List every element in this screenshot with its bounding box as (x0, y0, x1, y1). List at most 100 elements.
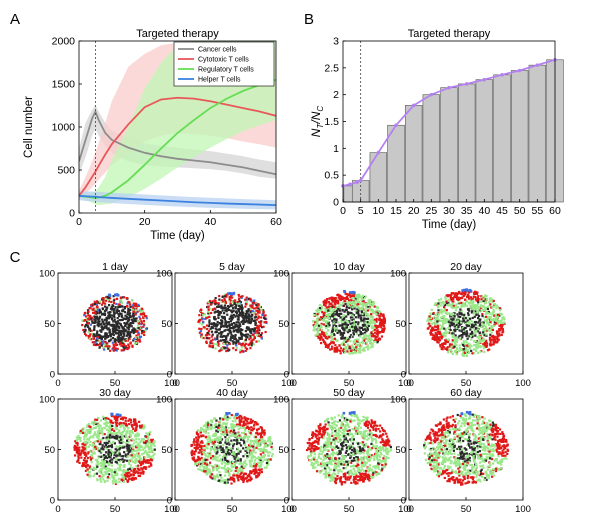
cell-marker (115, 461, 118, 464)
cell-marker (441, 319, 444, 323)
cell-marker (222, 481, 225, 485)
cell-marker (143, 314, 147, 318)
bar (493, 74, 511, 203)
cell-marker (249, 321, 252, 325)
cell-marker (127, 447, 131, 450)
cell-marker (149, 445, 152, 449)
cell-marker (100, 337, 104, 340)
cell-marker (471, 304, 474, 307)
cell-marker (114, 330, 117, 334)
cell-marker (494, 313, 498, 317)
cell-marker (480, 325, 483, 329)
cell-marker (104, 445, 107, 448)
cell-marker (325, 320, 328, 323)
y-axis-label-part: N (309, 111, 323, 120)
cell-marker (457, 298, 460, 301)
cell-marker (132, 312, 135, 315)
cell-marker (476, 351, 480, 354)
cell-marker (449, 324, 452, 327)
cell-marker (262, 455, 266, 459)
cell-marker (115, 297, 119, 301)
cell-marker (355, 346, 358, 349)
cell-marker (489, 320, 492, 323)
cell-marker (347, 313, 350, 316)
cell-marker (91, 443, 95, 446)
cell-marker (471, 308, 474, 311)
cell-marker (139, 445, 142, 449)
cell-marker (218, 294, 221, 298)
cell-marker (230, 311, 233, 314)
cell-marker (80, 431, 83, 435)
cell-marker (463, 302, 466, 305)
cell-marker (468, 351, 471, 354)
cell-marker (199, 441, 202, 444)
cell-marker (89, 435, 92, 438)
cell-marker (140, 467, 143, 470)
cell-marker (485, 328, 488, 331)
cell-marker (354, 339, 357, 343)
cell-marker (109, 455, 112, 458)
cell-marker (316, 320, 319, 323)
cell-marker (131, 299, 134, 302)
cell-marker (88, 337, 91, 340)
cell-marker (344, 308, 347, 312)
cell-marker (320, 322, 323, 325)
cell-marker (240, 308, 244, 312)
cell-marker (317, 311, 320, 314)
cell-marker (89, 333, 92, 336)
cell-marker (338, 344, 341, 347)
cell-marker (125, 345, 128, 348)
cell-marker (115, 415, 118, 418)
cell-marker (456, 320, 459, 323)
cell-marker (99, 425, 102, 428)
cell-marker (94, 426, 98, 429)
cell-marker (76, 447, 79, 450)
cell-marker (113, 340, 117, 343)
cell-marker (346, 348, 349, 351)
cell-marker (137, 433, 140, 436)
cell-marker (108, 445, 111, 448)
cell-marker (114, 341, 117, 345)
snapshot-title: 1 day (102, 261, 128, 273)
cell-marker (141, 468, 144, 471)
cell-marker (376, 339, 380, 342)
cell-marker (128, 303, 132, 306)
cell-marker (236, 440, 240, 443)
cell-marker (102, 448, 105, 451)
cell-marker (206, 452, 209, 455)
cell-marker (476, 291, 479, 294)
cell-marker (476, 306, 479, 309)
cell-marker (230, 322, 233, 325)
cell-marker (117, 305, 120, 308)
cell-marker (314, 321, 317, 324)
cell-marker (258, 305, 262, 308)
bar (404, 105, 423, 203)
cell-marker (353, 327, 357, 330)
cell-marker (372, 310, 375, 314)
cell-marker (234, 306, 237, 309)
cell-marker (153, 452, 156, 456)
cell-marker (367, 317, 370, 320)
y-tick-label: 1 (333, 143, 339, 155)
cell-marker (441, 344, 444, 347)
cell-marker (105, 324, 108, 328)
cell-marker (73, 444, 77, 447)
cell-marker (126, 326, 129, 329)
cell-marker (96, 460, 99, 463)
cell-marker (140, 320, 143, 323)
cell-marker (261, 460, 264, 463)
cell-marker (445, 300, 448, 303)
cell-marker (450, 292, 453, 295)
y-tick-label: 100 (39, 395, 55, 406)
cell-marker (122, 460, 125, 463)
cell-marker (461, 353, 464, 356)
cell-marker (122, 422, 125, 425)
cell-marker (95, 310, 98, 314)
cell-marker (453, 325, 456, 328)
cell-marker (361, 294, 364, 297)
cell-marker (448, 331, 451, 334)
cell-marker (244, 315, 248, 318)
cell-marker (252, 329, 255, 333)
cell-marker (247, 297, 251, 300)
cell-marker (257, 316, 260, 320)
